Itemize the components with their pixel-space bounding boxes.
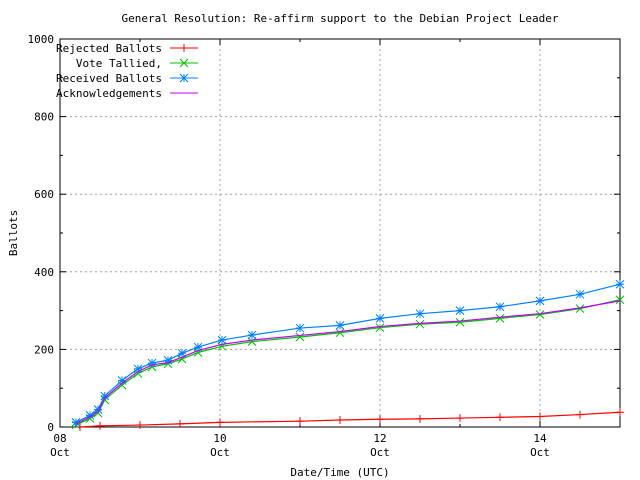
x-tick-label-month: Oct: [50, 446, 70, 459]
star-marker: [85, 411, 95, 420]
x-tick-label-day: 10: [213, 432, 226, 445]
x-tick-label-month: Oct: [530, 446, 550, 459]
y-tick-label: 0: [47, 421, 54, 434]
plus-marker: [456, 414, 464, 423]
star-marker: [375, 314, 385, 323]
legend-label: Rejected Ballots: [56, 42, 162, 55]
star-marker: [535, 296, 545, 306]
x-tick-label-day: 14: [533, 432, 547, 445]
cross-marker: [335, 328, 345, 338]
star-marker: [335, 320, 345, 330]
star-marker: [575, 289, 585, 299]
grid: [60, 39, 620, 427]
star-marker: [415, 309, 425, 319]
plus-marker: [136, 421, 144, 430]
star-marker: [147, 358, 157, 368]
plus-marker: [536, 412, 544, 421]
star-marker: [163, 355, 173, 365]
star-marker: [133, 364, 143, 374]
x-tick-label-day: 08: [53, 432, 66, 445]
series-line: [79, 411, 621, 428]
cross-marker: [615, 295, 625, 305]
star-marker: [455, 306, 465, 315]
plus-marker: [376, 415, 384, 424]
series-received-ballots: [71, 279, 625, 427]
series-line: [75, 300, 621, 425]
star-marker: [495, 302, 505, 312]
x-tick-label-day: 12: [373, 432, 386, 445]
y-tick-label: 600: [34, 188, 54, 201]
x-axis-label: Date/Time (UTC): [290, 466, 389, 479]
chart-title: General Resolution: Re-affirm support to…: [121, 12, 558, 25]
plus-marker: [180, 44, 188, 52]
plus-marker: [96, 421, 104, 430]
plus-marker: [616, 408, 624, 417]
cross-marker: [375, 323, 385, 333]
star-marker: [295, 323, 305, 333]
cross-marker: [535, 310, 545, 319]
star-marker: [247, 330, 257, 340]
star-marker: [217, 335, 227, 345]
star-marker: [179, 73, 189, 83]
y-tick-label: 1000: [28, 33, 55, 46]
star-marker: [177, 348, 187, 358]
legend-label: Vote Tallied,: [76, 57, 162, 70]
star-marker: [117, 376, 127, 385]
x-tick-label-month: Oct: [210, 446, 230, 459]
plus-marker: [416, 414, 424, 423]
y-tick-label: 200: [34, 343, 54, 356]
cross-marker: [247, 337, 257, 346]
cross-marker: [415, 319, 425, 329]
y-tick-label: 400: [34, 266, 54, 279]
plus-marker: [176, 419, 184, 428]
star-marker: [193, 342, 203, 352]
star-marker: [100, 391, 110, 401]
legend-label: Acknowledgements: [56, 87, 162, 100]
plus-marker: [576, 410, 584, 419]
plus-marker: [336, 416, 344, 425]
cross-marker: [295, 332, 305, 342]
plus-marker: [496, 413, 504, 422]
series-layer: [71, 279, 625, 431]
star-marker: [71, 417, 81, 427]
y-axis-label: Ballots: [7, 210, 20, 256]
cross-marker: [495, 314, 505, 323]
x-tick-label-month: Oct: [370, 446, 390, 459]
series-rejected-ballots: [76, 408, 624, 431]
y-tick-label: 800: [34, 111, 54, 124]
plus-marker: [296, 417, 304, 426]
series-acknowledgements: [75, 300, 621, 425]
star-marker: [93, 405, 103, 414]
star-marker: [615, 279, 625, 289]
legend: Rejected Ballots Vote Tallied, Received Ba…: [56, 42, 198, 100]
cross-marker: [455, 317, 465, 327]
legend-label: Received Ballots: [56, 72, 162, 85]
series-line: [75, 283, 621, 423]
plot-border: [59, 38, 621, 428]
plus-marker: [216, 418, 224, 427]
cross-marker: [575, 304, 585, 314]
cross-marker: [179, 58, 189, 68]
